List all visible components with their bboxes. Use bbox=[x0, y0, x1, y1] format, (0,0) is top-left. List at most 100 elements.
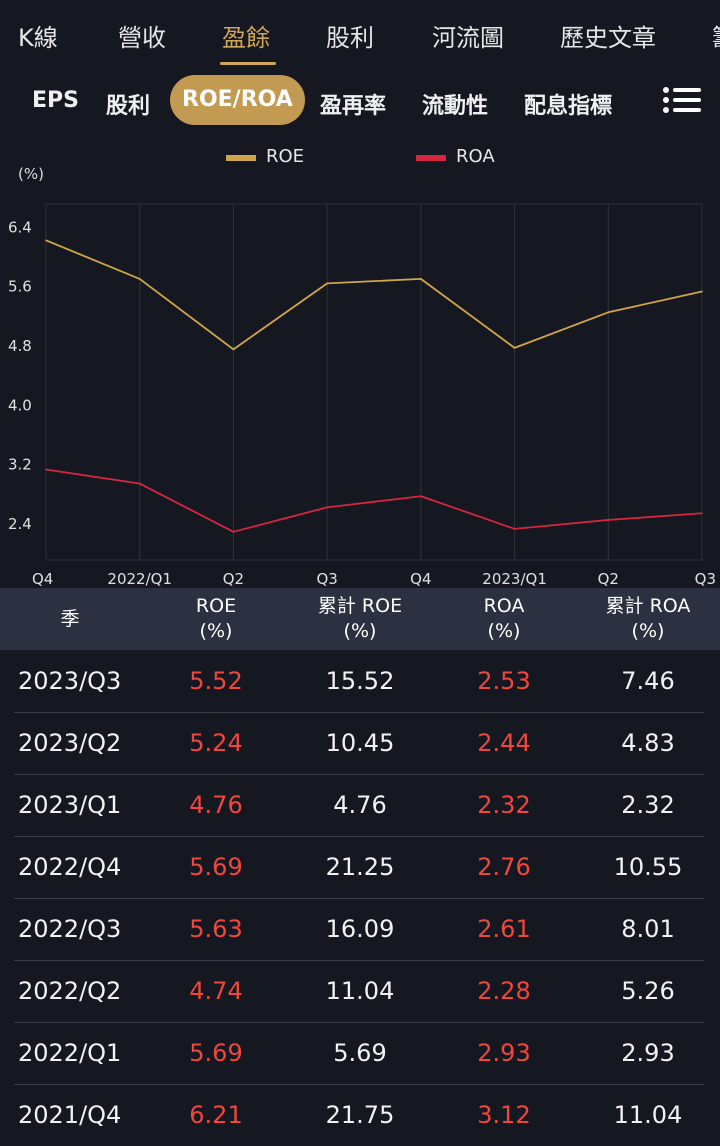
header-roe: ROE (%) bbox=[195, 595, 237, 642]
data-point-roe bbox=[513, 347, 516, 349]
cell-season: 2023/Q3 bbox=[18, 667, 122, 695]
legend-roa-label: ROA bbox=[456, 146, 495, 167]
x-tick-label: Q4 bbox=[410, 570, 431, 588]
header-cum-roe: 累計 ROE (%) bbox=[317, 595, 403, 642]
data-point-roe bbox=[232, 348, 235, 351]
cell-season: 2022/Q4 bbox=[18, 853, 122, 881]
cell-roe: 5.69 bbox=[189, 853, 243, 881]
cell-roa: 2.93 bbox=[477, 1039, 531, 1067]
roe-roa-line-chart: 6.4 5.6 4.8 4.0 3.2 2.4 Q4 2022/Q1 Q2 Q3 Q4 2023/Q1… bbox=[8, 203, 716, 588]
table-row[interactable]: 2022/Q1 5.69 5.69 2.93 2.93 bbox=[14, 1022, 704, 1085]
x-tick-label: 2022/Q1 bbox=[107, 570, 172, 588]
cell-cum-roa: 7.46 bbox=[621, 667, 675, 695]
x-tick-label: Q3 bbox=[695, 570, 716, 588]
tab-history-articles[interactable]: 歷史文章 bbox=[560, 24, 656, 52]
subtab-dividend-indicators[interactable]: 配息指標 bbox=[524, 94, 613, 119]
y-axis-unit: (%) bbox=[18, 165, 44, 183]
plot-border bbox=[45, 203, 703, 561]
data-point-roa bbox=[607, 519, 610, 521]
cell-cum-roa: 2.32 bbox=[621, 791, 675, 819]
data-point-roe bbox=[607, 311, 610, 314]
sub-tab-bar: EPS 股利 ROE/ROA 盈再率 流動性 配息指標 bbox=[0, 72, 720, 132]
x-tick-label: Q2 bbox=[598, 570, 619, 588]
cell-roe: 5.63 bbox=[189, 915, 243, 943]
cell-roe: 5.24 bbox=[189, 729, 243, 757]
table-row[interactable]: 2022/Q4 5.69 21.25 2.76 10.55 bbox=[14, 836, 704, 899]
data-point-roa bbox=[326, 506, 328, 509]
header-season: 季 bbox=[60, 608, 80, 630]
legend-roe-swatch bbox=[226, 155, 256, 161]
data-point-roa bbox=[513, 528, 516, 530]
cell-season: 2022/Q3 bbox=[18, 915, 122, 943]
data-point-roe bbox=[420, 278, 422, 280]
data-point-roa bbox=[420, 495, 422, 498]
table-row[interactable]: 2023/Q1 4.76 4.76 2.32 2.32 bbox=[14, 774, 704, 837]
cell-roa: 2.44 bbox=[477, 729, 531, 757]
cell-cum-roa: 8.01 bbox=[621, 915, 675, 943]
cell-roa: 2.28 bbox=[477, 977, 531, 1005]
cell-roe: 4.74 bbox=[189, 977, 243, 1005]
series-line-roa bbox=[45, 468, 703, 533]
x-tick-label: Q4 bbox=[32, 570, 53, 588]
cell-season: 2023/Q1 bbox=[18, 791, 122, 819]
table-row[interactable]: 2023/Q2 5.24 10.45 2.44 4.83 bbox=[14, 712, 704, 775]
legend-roe-label: ROE bbox=[266, 146, 305, 167]
data-point-roe bbox=[138, 278, 141, 280]
subtab-eps[interactable]: EPS bbox=[32, 88, 79, 113]
cell-cum-roa: 10.55 bbox=[613, 853, 683, 881]
x-tick-label: Q2 bbox=[223, 570, 244, 588]
cell-roa: 2.61 bbox=[477, 915, 531, 943]
tab-river-chart[interactable]: 河流圖 bbox=[432, 24, 504, 52]
cell-cum-roe: 15.52 bbox=[325, 667, 395, 695]
cell-roe: 5.69 bbox=[189, 1039, 243, 1067]
y-tick-label: 4.8 bbox=[8, 337, 32, 355]
y-tick-label: 6.4 bbox=[8, 218, 32, 236]
cell-roa: 2.32 bbox=[477, 791, 531, 819]
subtab-roe-roa[interactable]: ROE/ROA bbox=[170, 75, 305, 125]
data-point-roe bbox=[326, 282, 328, 285]
table-row[interactable]: 2021/Q4 6.21 21.75 3.12 11.04 bbox=[14, 1084, 704, 1146]
header-cum-roa: 累計 ROA (%) bbox=[605, 595, 691, 642]
data-point-roa bbox=[138, 482, 141, 485]
subtab-liquidity[interactable]: 流動性 bbox=[422, 94, 489, 119]
x-tick-label: 2023/Q1 bbox=[482, 570, 547, 588]
data-point-roa bbox=[232, 531, 235, 533]
data-point-roa bbox=[701, 512, 703, 515]
cell-season: 2023/Q2 bbox=[18, 729, 122, 757]
y-tick-label: 4.0 bbox=[8, 396, 32, 414]
cell-cum-roe: 11.04 bbox=[325, 977, 395, 1005]
cell-cum-roa: 4.83 bbox=[621, 729, 675, 757]
tab-chips-partial[interactable]: 籌 bbox=[712, 18, 720, 53]
table-row[interactable]: 2022/Q3 5.63 16.09 2.61 8.01 bbox=[14, 898, 704, 961]
cell-roe: 6.21 bbox=[189, 1101, 243, 1129]
cell-cum-roe: 16.09 bbox=[325, 915, 395, 943]
data-point-roe bbox=[45, 239, 47, 242]
top-tab-bar: K線 營收 盈餘 股利 河流圖 歷史文章 籌 bbox=[0, 0, 720, 68]
list-menu-icon[interactable] bbox=[662, 86, 702, 118]
table-row[interactable]: 2022/Q2 4.74 11.04 2.28 5.26 bbox=[14, 960, 704, 1023]
table-row[interactable]: 2023/Q3 5.52 15.52 2.53 7.46 bbox=[14, 650, 704, 713]
cell-roe: 4.76 bbox=[189, 791, 243, 819]
data-point-roe bbox=[701, 290, 703, 293]
tab-kline[interactable]: K線 bbox=[18, 24, 58, 52]
cell-cum-roe: 21.75 bbox=[325, 1101, 395, 1129]
tab-dividend[interactable]: 股利 bbox=[326, 24, 374, 52]
tab-revenue[interactable]: 營收 bbox=[118, 24, 166, 52]
header-roa: ROA (%) bbox=[483, 595, 525, 642]
cell-cum-roa: 5.26 bbox=[621, 977, 675, 1005]
active-tab-indicator bbox=[220, 62, 276, 65]
cell-season: 2021/Q4 bbox=[18, 1101, 122, 1129]
series-line-roe bbox=[45, 239, 703, 351]
subtab-dividend[interactable]: 股利 bbox=[106, 94, 151, 119]
legend-roa-swatch bbox=[416, 155, 446, 161]
cell-roa: 2.53 bbox=[477, 667, 531, 695]
cell-cum-roe: 4.76 bbox=[333, 791, 387, 819]
cell-cum-roe: 21.25 bbox=[325, 853, 395, 881]
tab-earnings[interactable]: 盈餘 bbox=[222, 24, 270, 52]
subtab-reinvestment-rate[interactable]: 盈再率 bbox=[320, 94, 387, 119]
cell-cum-roe: 10.45 bbox=[325, 729, 395, 757]
y-tick-label: 5.6 bbox=[8, 278, 32, 296]
cell-cum-roe: 5.69 bbox=[333, 1039, 387, 1067]
cell-season: 2022/Q1 bbox=[18, 1039, 122, 1067]
x-tick-label: Q3 bbox=[316, 570, 337, 588]
